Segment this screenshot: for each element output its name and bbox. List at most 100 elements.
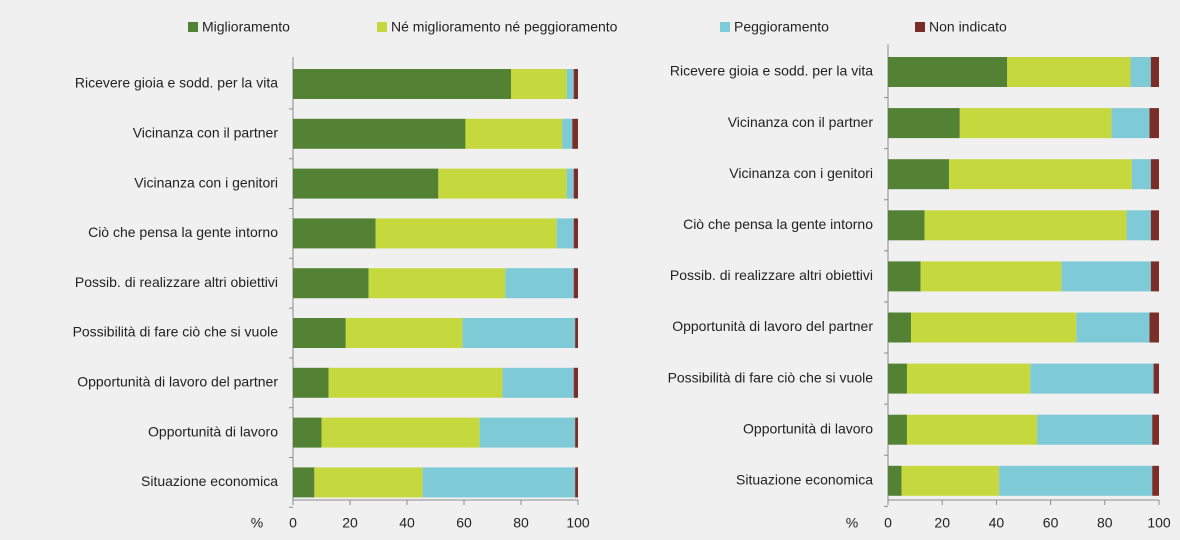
- bar-segment: [573, 367, 578, 398]
- bar-segment: [924, 210, 1127, 241]
- bar-segment: [479, 417, 576, 448]
- y-tick-label: Ricevere gioia e sodd. per la vita: [75, 75, 278, 91]
- bar-segment: [511, 69, 567, 99]
- bar-segment: [911, 312, 1077, 343]
- bar-segment: [1061, 261, 1151, 292]
- bar-segment: [999, 465, 1153, 496]
- x-tick-label: 100: [566, 515, 590, 531]
- bar-segment: [1150, 261, 1159, 292]
- bar-segment: [1037, 414, 1153, 445]
- bar-segment: [906, 414, 1038, 445]
- bar-segment: [1076, 312, 1150, 343]
- y-tick-label: Possib. di realizzare altri obiettivi: [670, 267, 873, 283]
- x-tick-label: 40: [399, 515, 415, 531]
- y-tick-label: Vicinanza con i genitori: [134, 174, 278, 190]
- bar-segment: [293, 367, 329, 398]
- x-tick-label: 0: [884, 515, 892, 531]
- x-axis-label: %: [251, 515, 263, 531]
- y-tick-label: Opportunità di lavoro: [148, 423, 278, 439]
- bar-segment: [566, 69, 574, 99]
- y-tick-label: Possib. di realizzare altri obiettivi: [75, 274, 278, 290]
- bar-segment: [575, 467, 578, 498]
- bar-segment: [375, 218, 557, 249]
- x-tick-label: 80: [513, 515, 529, 531]
- bar-segment: [888, 312, 912, 343]
- bar-segment: [572, 118, 578, 149]
- legend-label: Miglioramento: [202, 19, 290, 35]
- bar-segment: [575, 318, 578, 348]
- y-tick-label: Ciò che pensa la gente intorno: [88, 224, 278, 240]
- y-tick-label: Situazione economica: [141, 473, 278, 489]
- bar-segment: [888, 210, 925, 241]
- y-tick-label: Vicinanza con il partner: [133, 125, 279, 141]
- bar-segment: [1153, 363, 1159, 394]
- bar-segment: [1150, 57, 1159, 87]
- bar-segment: [888, 261, 921, 292]
- legend-swatch: [915, 22, 925, 32]
- bar-segment: [888, 414, 907, 445]
- bar-segment: [314, 467, 423, 498]
- bar-segment: [465, 118, 563, 149]
- bar-segment: [293, 168, 439, 199]
- x-tick-label: 20: [342, 515, 358, 531]
- x-tick-label: 60: [1043, 515, 1059, 531]
- x-tick-label: 80: [1097, 515, 1113, 531]
- x-tick-label: 40: [989, 515, 1005, 531]
- bar-segment: [1111, 108, 1150, 139]
- bar-segment: [321, 417, 480, 448]
- y-tick-label: Possibilità di fare ciò che si vuole: [668, 369, 874, 385]
- bar-segment: [1152, 414, 1159, 445]
- y-tick-label: Ciò che pensa la gente intorno: [683, 216, 873, 232]
- bar-segment: [1130, 57, 1151, 87]
- bar-segment: [293, 417, 322, 448]
- bar-segment: [293, 118, 466, 149]
- bar-segment: [920, 261, 1062, 292]
- bar-segment: [566, 168, 574, 199]
- x-axis-label: %: [846, 515, 858, 531]
- bar-segment: [1030, 363, 1154, 394]
- bar-segment: [1149, 108, 1159, 139]
- legend-swatch: [720, 22, 730, 32]
- bar-segment: [438, 168, 567, 199]
- bar-segment: [888, 465, 902, 496]
- x-tick-label: 0: [289, 515, 297, 531]
- bar-segment: [901, 465, 1000, 496]
- y-tick-label: Possibilità di fare ciò che si vuole: [73, 324, 279, 340]
- y-tick-label: Opportunità di lavoro: [743, 420, 873, 436]
- bar-segment: [293, 467, 315, 498]
- bar-segment: [959, 108, 1112, 139]
- bar-segment: [888, 57, 1008, 87]
- legend-swatch: [188, 22, 198, 32]
- bar-segment: [502, 367, 574, 398]
- legend-label: Né miglioramento né peggioramento: [391, 19, 618, 35]
- y-tick-label: Opportunità di lavoro del partner: [77, 374, 278, 390]
- bar-segment: [573, 218, 578, 249]
- bar-segment: [1149, 312, 1159, 343]
- bar-segment: [888, 108, 960, 139]
- bar-segment: [345, 318, 463, 348]
- y-tick-label: Opportunità di lavoro del partner: [672, 318, 873, 334]
- bar-segment: [573, 268, 578, 299]
- bar-segment: [1150, 210, 1159, 241]
- bar-segment: [293, 218, 376, 249]
- bar-segment: [505, 268, 574, 299]
- bar-segment: [906, 363, 1031, 394]
- x-tick-label: 60: [456, 515, 472, 531]
- legend-label: Peggioramento: [734, 19, 829, 35]
- bar-segment: [422, 467, 576, 498]
- bar-segment: [573, 69, 578, 99]
- bar-segment: [556, 218, 574, 249]
- bar-segment: [1152, 465, 1159, 496]
- bar-segment: [462, 318, 576, 348]
- legend-swatch: [377, 22, 387, 32]
- bar-segment: [1131, 159, 1151, 190]
- bar-segment: [948, 159, 1132, 190]
- y-tick-label: Vicinanza con il partner: [728, 114, 874, 130]
- legend-label: Non indicato: [929, 19, 1007, 35]
- bar-segment: [293, 318, 346, 348]
- bar-segment: [575, 417, 578, 448]
- bar-segment: [293, 268, 369, 299]
- bar-segment: [328, 367, 503, 398]
- bar-segment: [888, 159, 949, 190]
